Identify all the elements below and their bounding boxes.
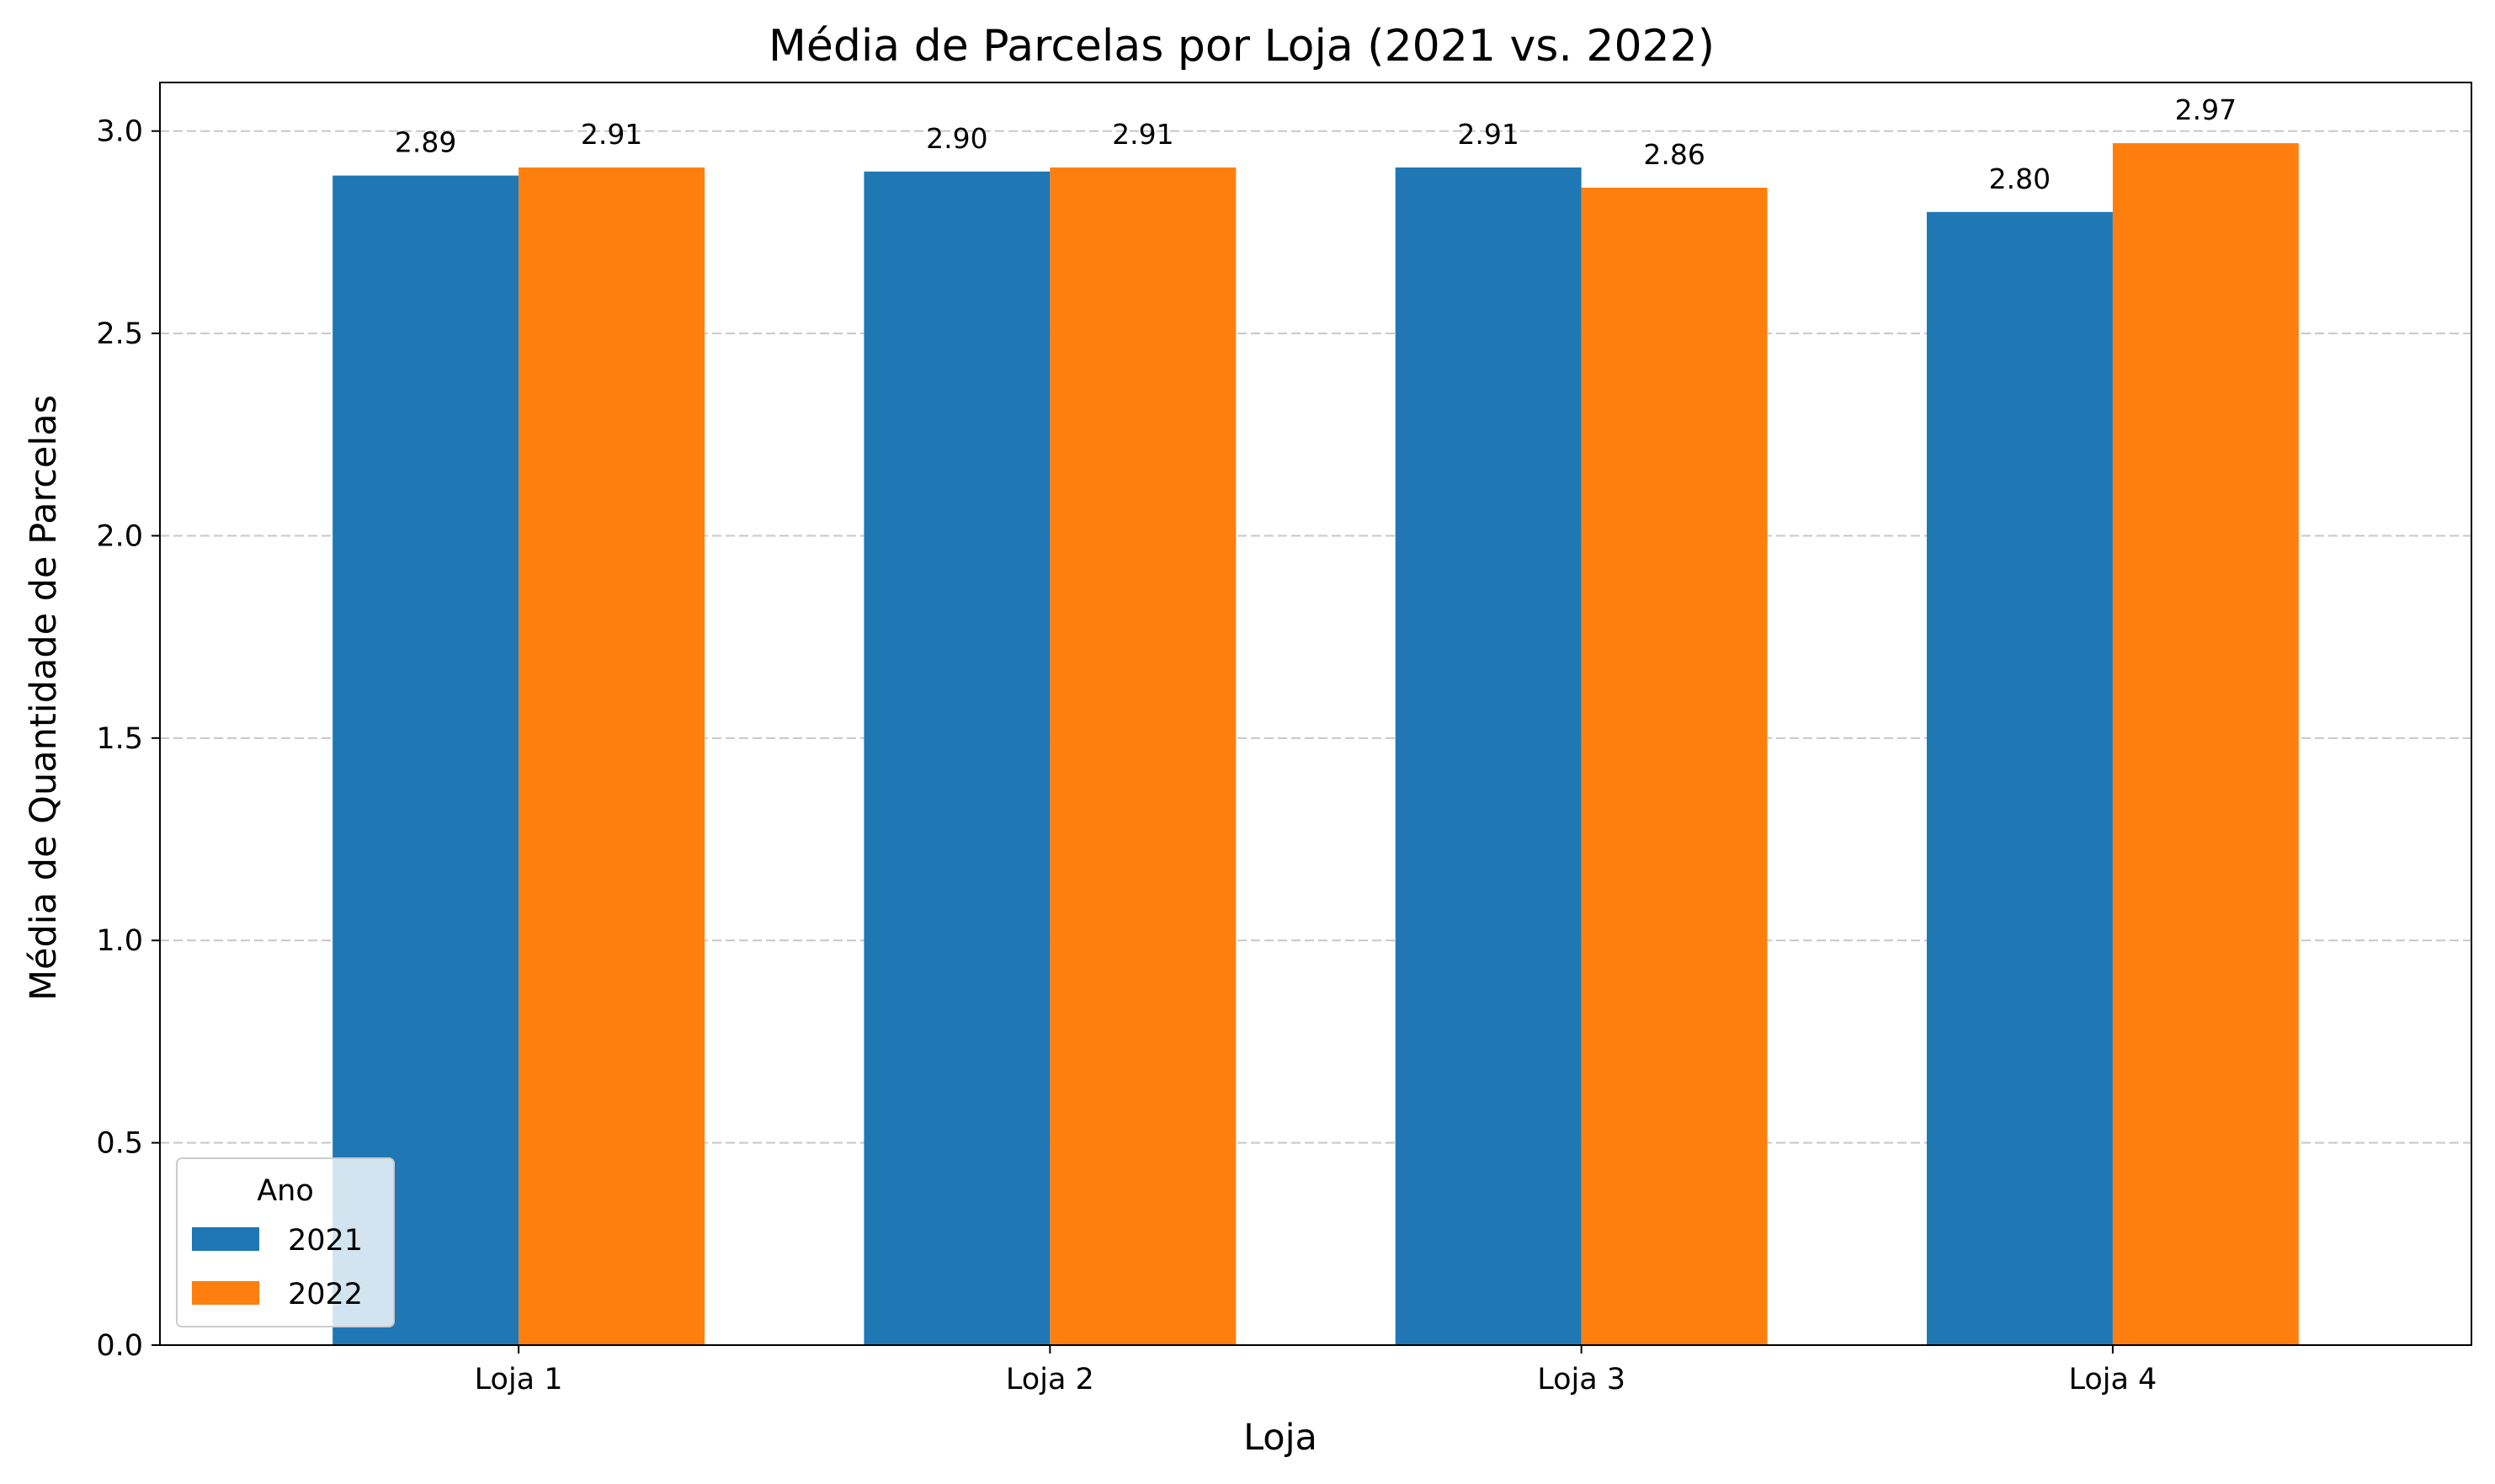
data-label: 2.97 bbox=[2175, 93, 2237, 126]
bar-2021-loja-1 bbox=[332, 175, 519, 1346]
y-tick-label: 3.0 bbox=[96, 115, 143, 149]
data-label: 2.91 bbox=[581, 118, 642, 151]
y-tick-label: 1.0 bbox=[96, 924, 143, 958]
plot-frame bbox=[159, 82, 2472, 1346]
bar-2021-loja-3 bbox=[1395, 167, 1582, 1345]
y-tick-label: 0.0 bbox=[96, 1329, 143, 1363]
bar-2021-loja-2 bbox=[864, 171, 1051, 1345]
chart-title: Média de Parcelas por Loja (2021 vs. 202… bbox=[769, 21, 1715, 72]
bar-2022-loja-3 bbox=[1581, 188, 1768, 1345]
x-tick-label: Loja 2 bbox=[1006, 1363, 1094, 1396]
y-tick-label: 2.5 bbox=[96, 317, 143, 351]
x-axis-label: Loja bbox=[1243, 1417, 1317, 1459]
y-axis-label: Média de Quantidade de Parcelas bbox=[23, 395, 65, 1001]
y-tick-label: 0.5 bbox=[96, 1127, 143, 1161]
x-tick-label: Loja 3 bbox=[1537, 1363, 1625, 1396]
data-label: 2.91 bbox=[1457, 118, 1519, 151]
bar-2022-loja-2 bbox=[1050, 167, 1237, 1345]
data-label: 2.89 bbox=[395, 126, 456, 159]
legend-swatch-2022 bbox=[192, 1281, 259, 1305]
data-label: 2.90 bbox=[926, 122, 987, 155]
y-tick-label: 1.5 bbox=[96, 722, 143, 756]
legend-title: Ano bbox=[257, 1174, 314, 1208]
axes: 0.0 0.5 1.0 1.5 2.0 2.5 3.0 Loja 1 Loja 2 Loja 3 L… bbox=[96, 82, 2472, 1396]
legend-label-2022: 2022 bbox=[288, 1278, 363, 1311]
bar-2022-loja-4 bbox=[2112, 143, 2299, 1346]
data-label: 2.86 bbox=[1643, 138, 1705, 171]
legend-swatch-2021 bbox=[192, 1227, 259, 1251]
x-tick-label: Loja 4 bbox=[2068, 1363, 2157, 1396]
data-label: 2.80 bbox=[1989, 162, 2051, 195]
bar-2021-loja-4 bbox=[1926, 211, 2113, 1345]
y-tick-label: 2.0 bbox=[96, 519, 143, 553]
bars bbox=[332, 143, 2299, 1346]
x-tick-label: Loja 1 bbox=[475, 1363, 563, 1396]
bar-2022-loja-1 bbox=[519, 167, 705, 1345]
legend-label-2021: 2021 bbox=[288, 1224, 363, 1258]
legend: Ano 2021 2022 bbox=[176, 1157, 395, 1327]
data-labels: 2.89 2.90 2.91 2.80 2.91 2.91 2.86 2.97 bbox=[395, 93, 2237, 195]
data-label: 2.91 bbox=[1112, 118, 1173, 151]
